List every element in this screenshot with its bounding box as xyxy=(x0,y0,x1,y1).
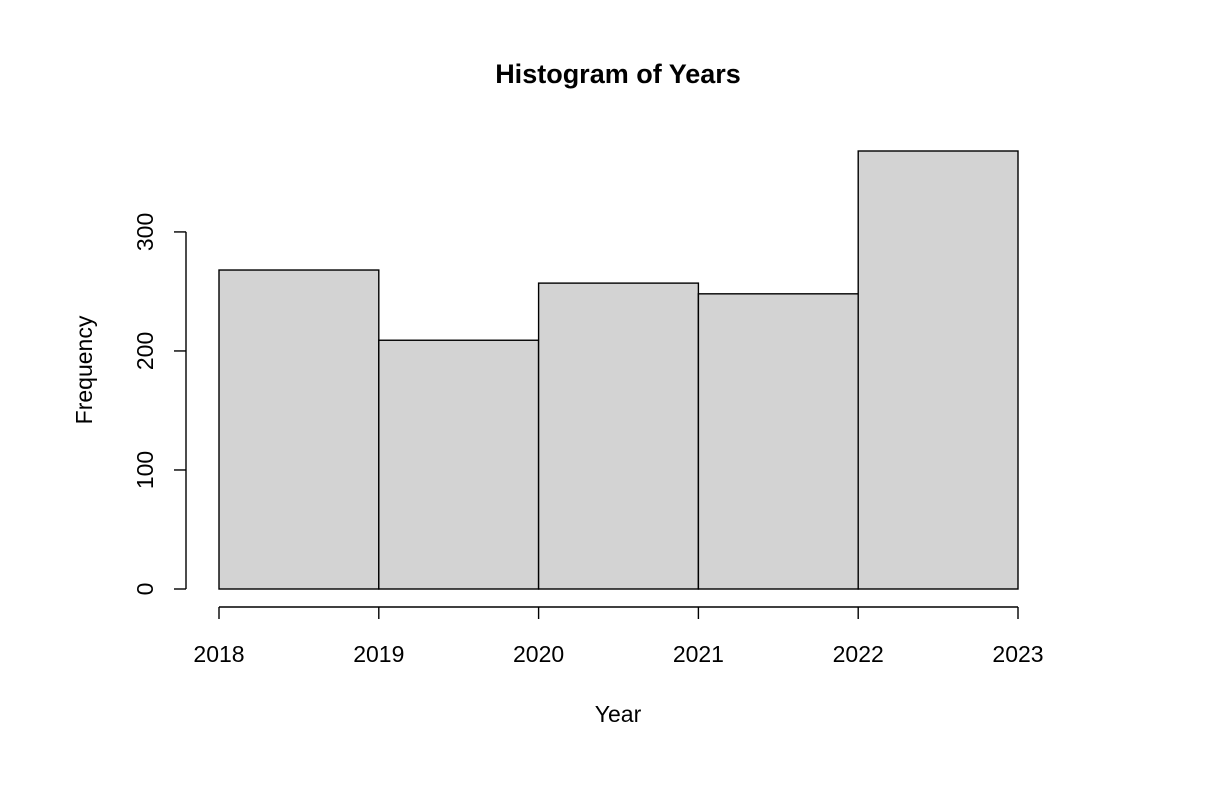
x-axis-label: Year xyxy=(595,701,642,727)
chart-title: Histogram of Years xyxy=(495,59,741,89)
y-axis: 0 100 200 300 xyxy=(132,213,187,596)
y-axis-label: Frequency xyxy=(71,315,97,424)
x-tick-label: 2022 xyxy=(833,641,884,667)
y-tick-label: 200 xyxy=(132,332,158,370)
x-tick-label: 2021 xyxy=(673,641,724,667)
histogram-bar-2019-2020 xyxy=(378,339,540,590)
bars-group xyxy=(218,150,1019,590)
y-tick-label: 300 xyxy=(132,213,158,251)
histogram-bar-2018-2019 xyxy=(218,269,380,590)
y-tick-label: 0 xyxy=(132,583,158,596)
x-tick-label: 2020 xyxy=(513,641,564,667)
x-tick-label: 2018 xyxy=(193,641,244,667)
histogram-bar-2021-2022 xyxy=(697,293,859,590)
x-tick-label: 2023 xyxy=(992,641,1043,667)
histogram-bar-2022-2023 xyxy=(857,150,1019,590)
x-tick-label: 2019 xyxy=(353,641,404,667)
histogram-bar-2020-2021 xyxy=(537,282,700,590)
y-tick-label: 100 xyxy=(132,451,158,489)
x-axis: 2018 2019 2020 2021 2022 2023 xyxy=(193,606,1044,667)
